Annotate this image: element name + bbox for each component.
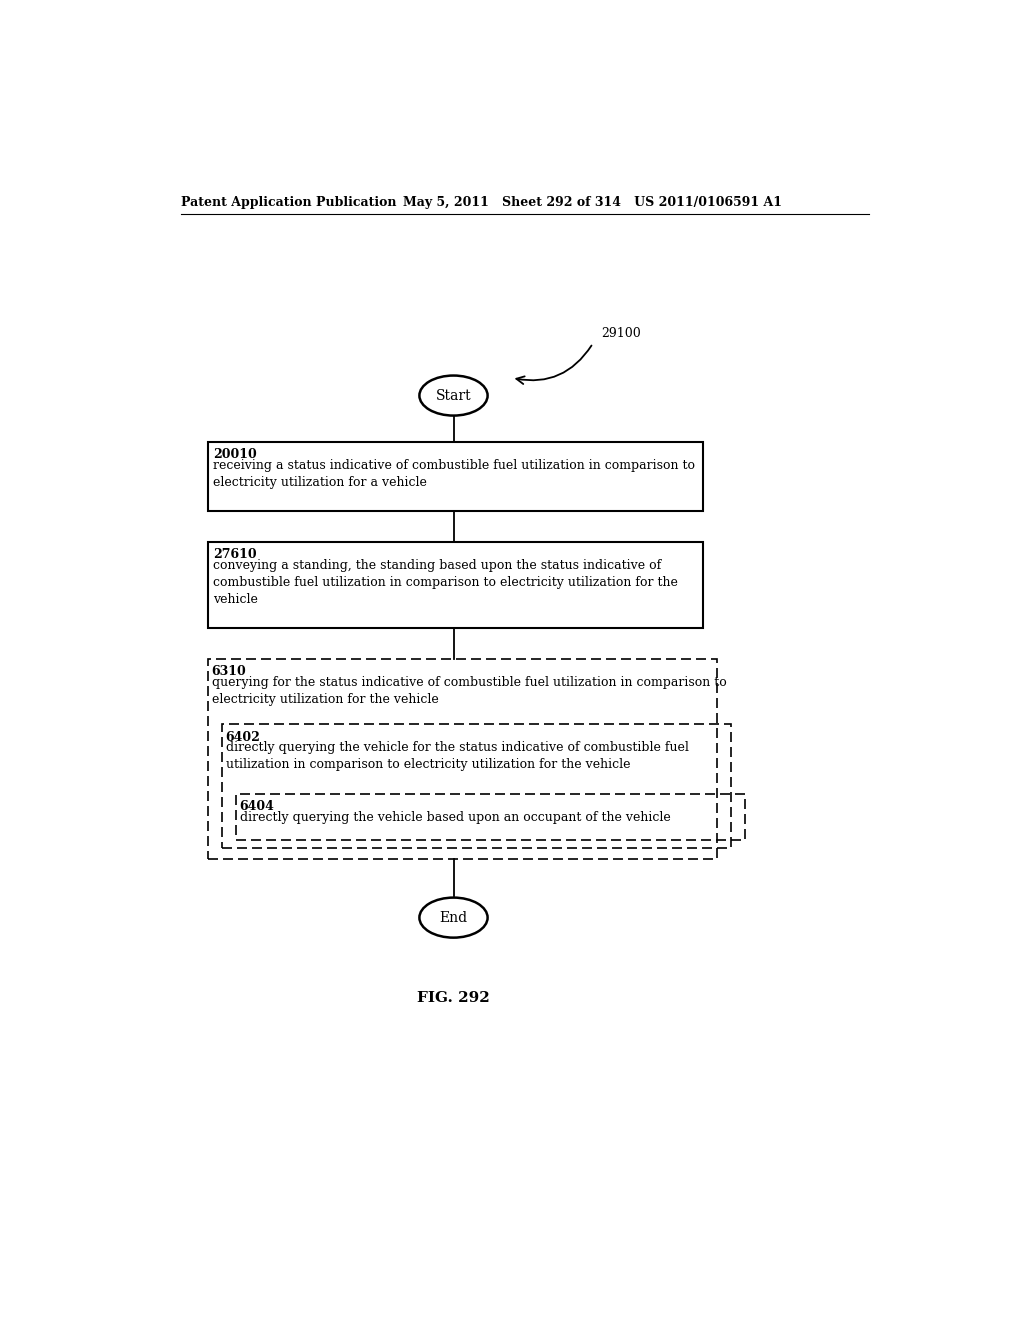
Bar [236,793,744,840]
Text: 6404: 6404 [240,800,274,813]
Text: FIG. 292: FIG. 292 [417,991,489,1006]
Text: May 5, 2011   Sheet 292 of 314   US 2011/0106591 A1: May 5, 2011 Sheet 292 of 314 US 2011/010… [403,195,782,209]
Bar [208,659,717,859]
Bar [208,442,703,511]
Text: directly querying the vehicle based upon an occupant of the vehicle: directly querying the vehicle based upon… [240,810,671,824]
Text: receiving a status indicative of combustible fuel utilization in comparison to
e: receiving a status indicative of combust… [213,459,695,488]
Bar [208,543,703,628]
Text: conveying a standing, the standing based upon the status indicative of
combustib: conveying a standing, the standing based… [213,558,678,606]
Text: 27610: 27610 [213,548,257,561]
Text: End: End [439,911,468,924]
FancyArrowPatch shape [516,346,592,384]
Text: directly querying the vehicle for the status indicative of combustible fuel
util: directly querying the vehicle for the st… [225,742,688,771]
Text: 6310: 6310 [212,665,247,678]
Text: 20010: 20010 [213,447,257,461]
Text: 6402: 6402 [225,730,260,743]
Text: 29100: 29100 [601,327,640,341]
Bar [222,725,731,847]
Text: querying for the status indicative of combustible fuel utilization in comparison: querying for the status indicative of co… [212,676,726,706]
Text: Patent Application Publication: Patent Application Publication [180,195,396,209]
Text: Start: Start [435,388,471,403]
